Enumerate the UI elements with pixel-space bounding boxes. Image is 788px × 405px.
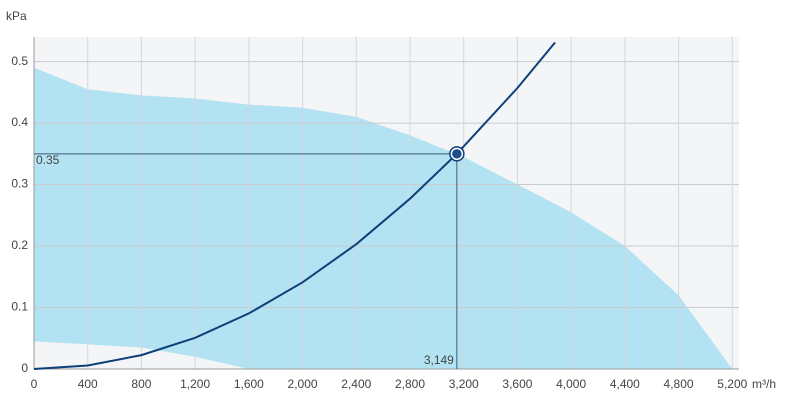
x-tick-label: 2,000 [288, 377, 318, 391]
operating-y-label: 0.35 [36, 153, 60, 167]
x-axis-label: m³/h [752, 377, 776, 391]
x-tick-label: 1,200 [180, 377, 210, 391]
x-tick-label: 4,400 [610, 377, 640, 391]
operating-point [450, 147, 464, 161]
x-tick-label: 0 [31, 377, 38, 391]
y-tick-label: 0.5 [11, 54, 28, 68]
x-tick-label: 800 [131, 377, 151, 391]
x-tick-label: 2,400 [341, 377, 371, 391]
x-tick-label: 3,600 [502, 377, 532, 391]
fan-range-area [34, 67, 733, 370]
y-tick-label: 0.1 [11, 300, 28, 314]
system-curve [33, 41, 556, 370]
y-tick-label: 0.4 [11, 115, 28, 129]
operating-x-label: 3,149 [424, 353, 454, 367]
x-tick-label: 5,200 [717, 377, 747, 391]
x-tick-label: 1,600 [234, 377, 264, 391]
x-tick-label: 3,200 [449, 377, 479, 391]
x-tick-label: 400 [78, 377, 98, 391]
y-tick-label: 0.3 [11, 177, 28, 191]
x-tick-label: 4,000 [556, 377, 586, 391]
x-tick-label: 2,800 [395, 377, 425, 391]
y-axis-label: kPa [6, 9, 27, 23]
y-tick-label: 0.2 [11, 238, 28, 252]
operating-point-ring [449, 146, 465, 162]
x-tick-label: 4,800 [664, 377, 694, 391]
y-tick-label: 0 [21, 361, 28, 375]
